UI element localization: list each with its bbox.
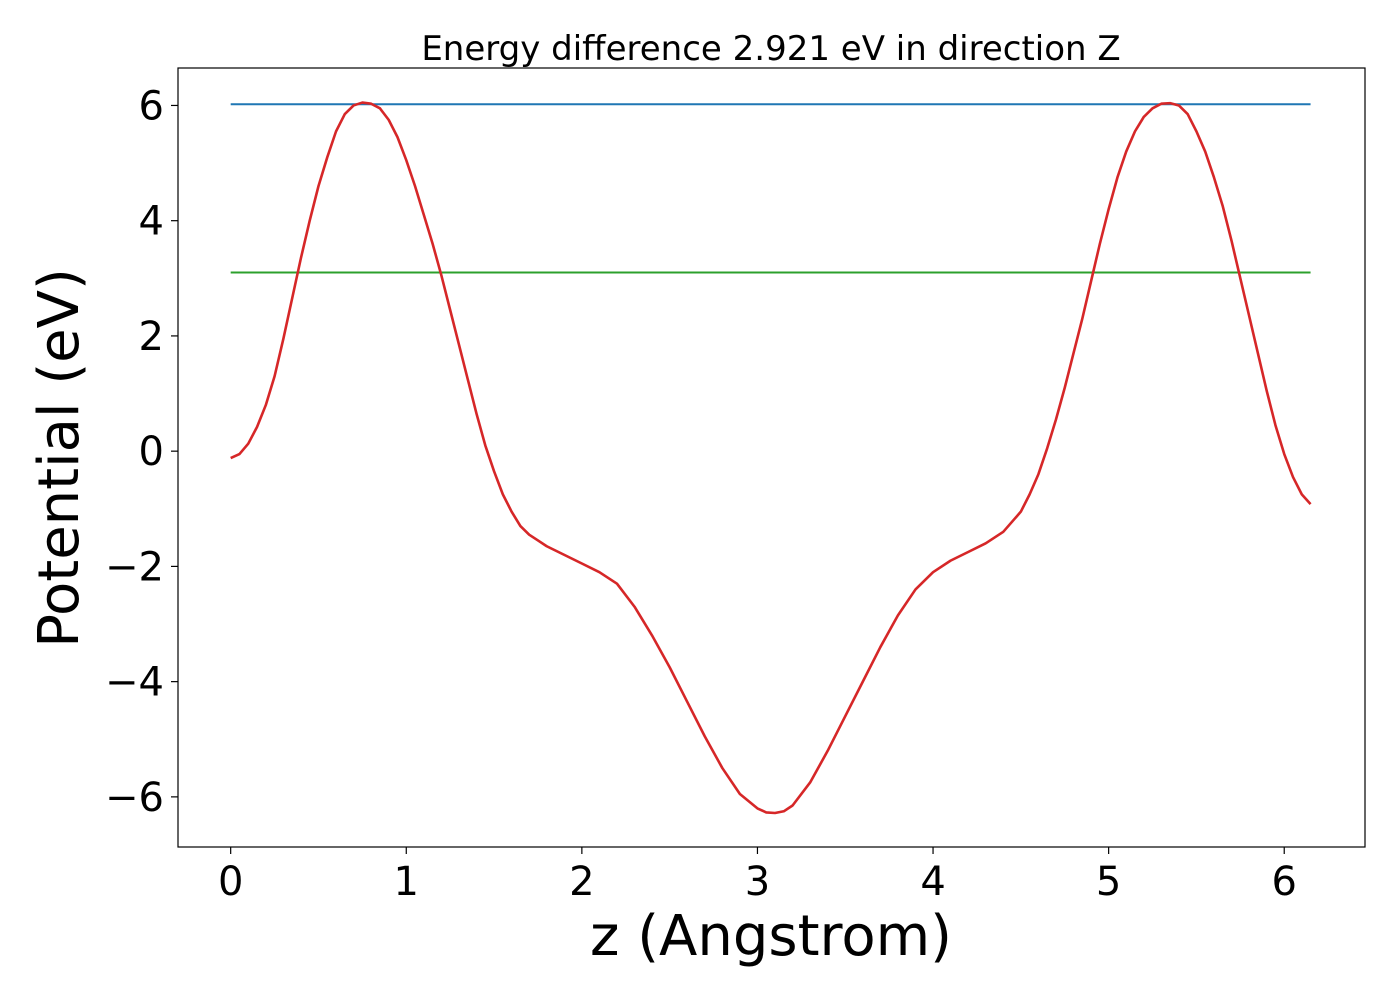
x-tick-label: 6	[1272, 859, 1297, 905]
y-tick-label: 4	[139, 199, 164, 245]
y-tick-label: 6	[139, 83, 164, 129]
y-tick-label: −4	[105, 660, 164, 706]
y-axis: −6 −4 −2 0 2 4 6	[105, 83, 178, 821]
x-axis-title: z (Angstrom)	[590, 904, 952, 969]
y-tick-label: 2	[139, 314, 164, 360]
x-tick-label: 4	[920, 859, 945, 905]
y-axis-title: Potential (eV)	[27, 268, 92, 648]
x-tick-label: 1	[394, 859, 419, 905]
series-layer	[230, 101, 1312, 815]
y-tick-label: −2	[105, 544, 164, 590]
y-tick-label: −6	[105, 775, 164, 821]
series-line-3	[230, 101, 1312, 815]
x-tick-label: 2	[569, 859, 594, 905]
x-tick-label: 5	[1096, 859, 1121, 905]
x-tick-label: 3	[745, 859, 770, 905]
plot-frame	[177, 67, 1366, 848]
x-axis: 0 1 2 3 4 5 6	[218, 847, 1297, 905]
x-tick-label: 0	[218, 859, 243, 905]
y-tick-label: 0	[139, 429, 164, 475]
chart-title: Energy difference 2.921 eV in direction …	[421, 29, 1120, 69]
